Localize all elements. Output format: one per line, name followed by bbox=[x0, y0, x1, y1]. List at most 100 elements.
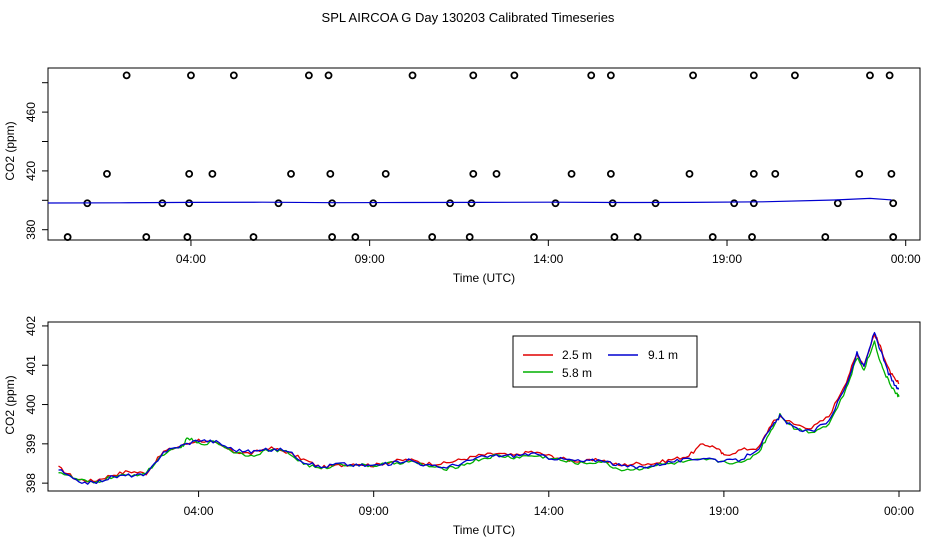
y-axis-bottom: 398 399 400 401 402 bbox=[24, 316, 48, 493]
data-point bbox=[304, 71, 313, 80]
data-point bbox=[465, 233, 474, 241]
x-tick-label-bottom: 09:00 bbox=[359, 504, 389, 518]
data-point bbox=[467, 199, 476, 208]
data-point bbox=[885, 71, 894, 80]
data-point bbox=[326, 169, 335, 178]
y-tick-label-top: 380 bbox=[24, 219, 38, 239]
data-point bbox=[208, 169, 217, 178]
scatter-points bbox=[63, 71, 898, 241]
plot-frame-top bbox=[47, 67, 921, 241]
chart-title: SPL AIRCOA G Day 130203 Calibrated Times… bbox=[322, 10, 615, 25]
legend: 2.5 m 5.8 m 9.1 m bbox=[512, 335, 698, 388]
data-point bbox=[749, 199, 758, 208]
data-point bbox=[142, 233, 151, 241]
panel-bottom: 04:00 09:00 14:00 19:00 00:00 398 399 400 401 40… bbox=[3, 316, 921, 537]
data-point bbox=[530, 233, 538, 241]
data-point bbox=[324, 71, 333, 80]
data-point bbox=[689, 71, 697, 80]
data-point bbox=[185, 169, 194, 178]
x-axis-title-top: Time (UTC) bbox=[453, 271, 515, 285]
data-point bbox=[158, 199, 167, 208]
series-line-2-5m bbox=[58, 333, 900, 483]
legend-label-9-1m: 9.1 m bbox=[648, 348, 678, 362]
data-point bbox=[771, 169, 780, 178]
legend-label-2-5m: 2.5 m bbox=[562, 348, 592, 362]
x-axis-bottom: 04:00 09:00 14:00 19:00 00:00 bbox=[184, 491, 914, 518]
data-point bbox=[889, 199, 898, 208]
data-point bbox=[287, 169, 295, 178]
data-point bbox=[469, 71, 478, 80]
data-point bbox=[708, 233, 717, 241]
data-point bbox=[730, 199, 739, 208]
data-point bbox=[492, 169, 501, 178]
data-point bbox=[122, 71, 131, 80]
x-tick-label-top: 00:00 bbox=[891, 252, 921, 266]
series-line-9-1m bbox=[58, 331, 900, 485]
data-point bbox=[229, 71, 238, 80]
data-point bbox=[606, 169, 615, 178]
data-point bbox=[748, 233, 756, 241]
data-point bbox=[567, 169, 576, 178]
data-point bbox=[187, 71, 195, 80]
data-point bbox=[408, 71, 417, 80]
data-point bbox=[369, 199, 378, 208]
series-line-mean bbox=[47, 197, 892, 204]
data-point bbox=[328, 233, 337, 241]
y-tick-label-bottom: 398 bbox=[24, 473, 38, 493]
data-point bbox=[606, 71, 615, 80]
x-tick-label-bottom: 04:00 bbox=[184, 504, 214, 518]
data-point bbox=[351, 233, 360, 241]
data-point bbox=[749, 169, 758, 178]
data-point bbox=[821, 233, 830, 241]
data-point bbox=[274, 199, 283, 208]
data-point bbox=[587, 71, 596, 80]
data-point bbox=[446, 199, 454, 208]
x-axis-top: 04:00 09:00 14:00 19:00 00:00 bbox=[176, 240, 921, 266]
x-tick-label-bottom: 19:00 bbox=[709, 504, 739, 518]
y-tick-label-top: 420 bbox=[24, 161, 38, 181]
x-tick-label-bottom: 14:00 bbox=[534, 504, 564, 518]
data-point bbox=[889, 233, 898, 241]
data-point bbox=[610, 233, 619, 241]
data-point bbox=[428, 233, 437, 241]
series-line-5-8m bbox=[58, 340, 900, 484]
data-point bbox=[749, 71, 758, 80]
data-point bbox=[608, 199, 617, 208]
x-tick-label-top: 09:00 bbox=[355, 252, 385, 266]
y-tick-label-bottom: 400 bbox=[24, 394, 38, 414]
data-point bbox=[866, 71, 874, 80]
legend-label-5-8m: 5.8 m bbox=[562, 366, 592, 380]
y-tick-label-top: 460 bbox=[24, 102, 38, 122]
data-point bbox=[791, 71, 799, 80]
data-point bbox=[833, 199, 842, 208]
y-axis-top: 380 420 460 bbox=[24, 82, 48, 240]
x-tick-label-top: 19:00 bbox=[712, 252, 742, 266]
y-tick-label-bottom: 401 bbox=[24, 355, 38, 375]
plot-frame-bottom bbox=[47, 321, 921, 492]
data-point bbox=[183, 233, 192, 241]
data-point bbox=[651, 199, 660, 208]
y-axis-title-top: CO2 (ppm) bbox=[3, 121, 17, 180]
x-tick-label-top: 14:00 bbox=[533, 252, 563, 266]
data-point bbox=[633, 233, 642, 241]
y-tick-label-bottom: 399 bbox=[24, 434, 38, 454]
data-point bbox=[185, 199, 194, 208]
data-point bbox=[63, 233, 72, 241]
data-point bbox=[249, 233, 258, 241]
data-point bbox=[510, 71, 519, 80]
y-axis-title-bottom: CO2 (ppm) bbox=[3, 375, 17, 434]
data-point bbox=[469, 169, 478, 178]
x-tick-label-top: 04:00 bbox=[176, 252, 206, 266]
series-line-top bbox=[47, 197, 892, 204]
data-point bbox=[855, 169, 864, 178]
data-point bbox=[551, 199, 560, 208]
legend-box bbox=[512, 335, 698, 388]
data-point bbox=[685, 169, 694, 178]
y-tick-label-bottom: 402 bbox=[24, 316, 38, 336]
panel-top: 04:00 09:00 14:00 19:00 00:00 380 420 460 Time… bbox=[3, 67, 921, 285]
series-lines bbox=[58, 331, 900, 485]
data-point bbox=[103, 169, 111, 178]
x-tick-label-bottom: 00:00 bbox=[884, 504, 914, 518]
